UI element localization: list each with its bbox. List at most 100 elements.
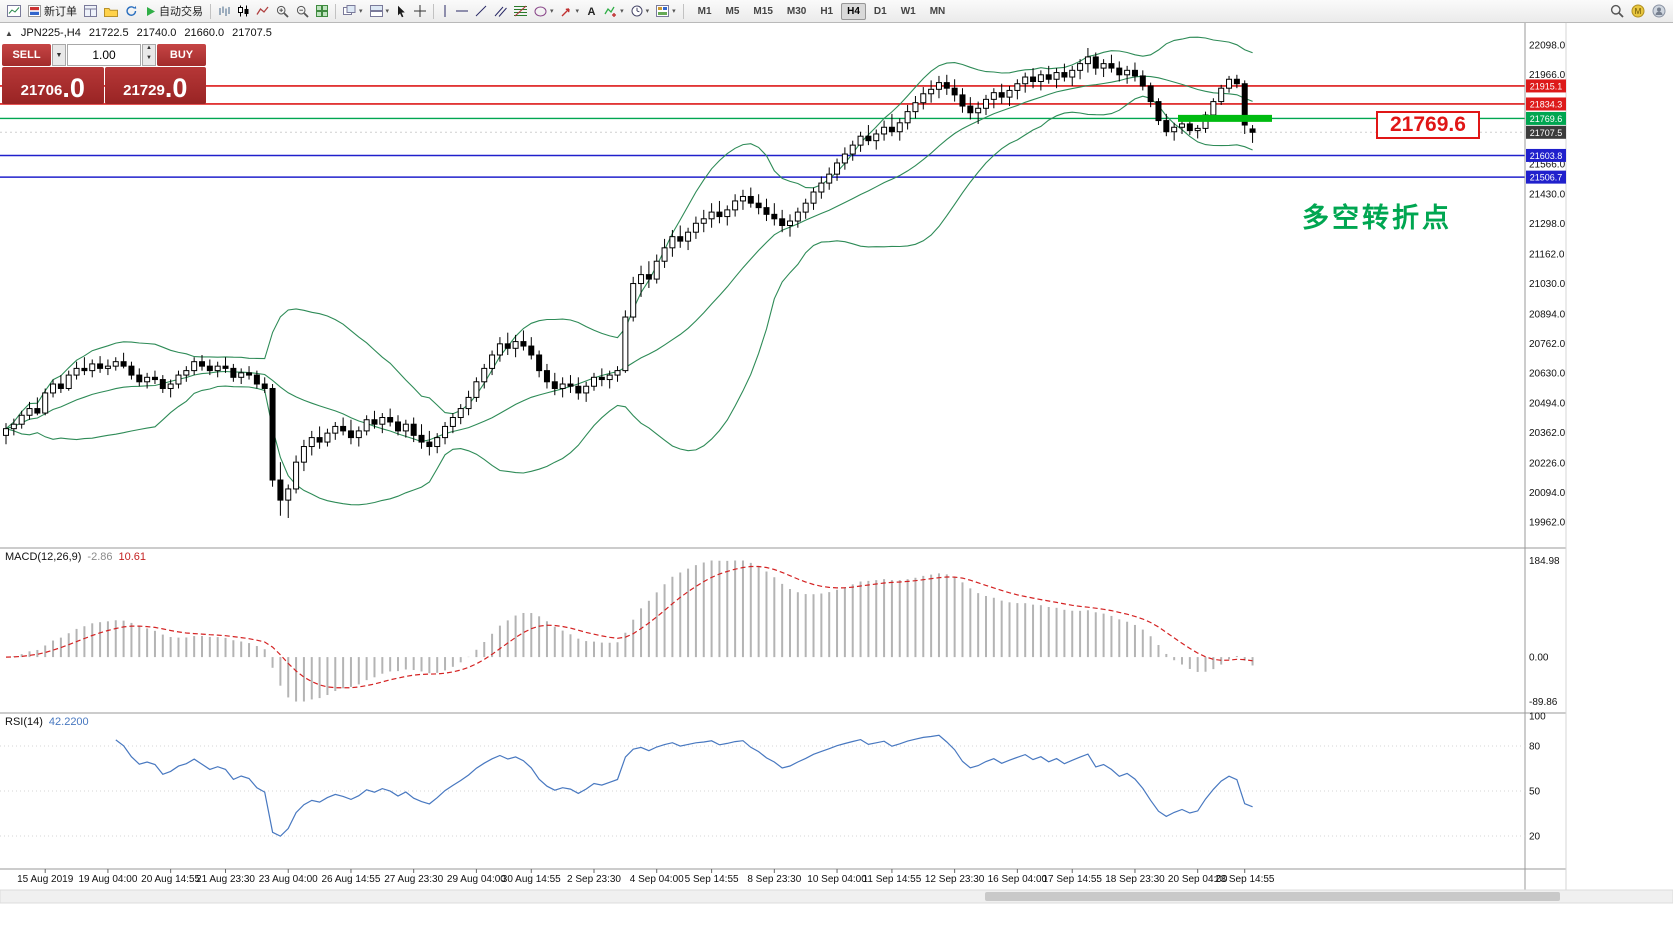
line-chart-mode-button[interactable] <box>253 1 272 21</box>
search-icon <box>1610 4 1624 18</box>
tile-windows-button[interactable] <box>313 1 331 21</box>
dropdown-arrow-icon[interactable]: ▾ <box>645 8 650 15</box>
price-tick: 19962.0 <box>1529 517 1566 528</box>
search-button[interactable] <box>1607 1 1627 21</box>
macd-scale[interactable]: 184.98 0.00 -89.86 <box>1529 556 1560 708</box>
horizontal-level-lines[interactable] <box>0 85 1525 178</box>
timeframe-d1-button[interactable]: D1 <box>873 5 887 17</box>
timeframe-switcher: M1 M5 M15 M30 H1 H4 D1 W1 MN <box>691 2 953 20</box>
price-tick: 20630.0 <box>1529 368 1566 379</box>
toolbar: 新订单 自动交易 ▾ ▾ ▾ ▾ A ▾ ▾ ▾ M1 M5 M15 M30 H1 H4 D1 W1 MN M <box>0 0 1673 23</box>
periods-button[interactable]: ▾ <box>628 1 653 21</box>
refresh-button[interactable] <box>122 1 141 21</box>
cursor-icon <box>396 5 407 18</box>
rsi-scale[interactable]: 100 80 50 20 <box>1529 712 1546 843</box>
candle-chart-mode-icon <box>237 5 249 17</box>
templates-button[interactable]: ▾ <box>653 1 679 21</box>
price-tick: 21966.0 <box>1529 70 1566 81</box>
shapes-button[interactable]: ▾ <box>531 1 557 21</box>
price-tag-21506.7 <box>1526 170 1566 184</box>
time-tick-label: 23 Sep 14:55 <box>1215 874 1275 885</box>
time-tick-label: 29 Aug 04:00 <box>447 874 506 885</box>
timeframe-h4-button[interactable]: H4 <box>841 2 866 20</box>
cascade-windows-icon <box>343 5 356 17</box>
rsi-indicator-label: RSI(14) 42.2200 <box>5 716 89 728</box>
account-icon <box>1652 4 1666 18</box>
vertical-line-button[interactable] <box>438 1 452 21</box>
time-tick-label: 12 Sep 23:30 <box>925 874 985 885</box>
fibonacci-retracement-button[interactable] <box>511 1 530 21</box>
price-scale[interactable]: 22098.021966.021834.021702.021566.021430… <box>1529 41 1566 529</box>
price-tag-21915.1 <box>1526 79 1566 93</box>
price-tag-text: 21506.7 <box>1530 173 1563 183</box>
equidistant-channel-button[interactable] <box>491 1 510 21</box>
timeframe-h1-button[interactable]: H1 <box>820 5 834 17</box>
dropdown-arrow-icon[interactable]: ▾ <box>575 8 580 15</box>
text-label-button[interactable]: A <box>583 1 600 21</box>
templates-icon <box>656 5 670 17</box>
collapse-icon[interactable]: ▲ <box>5 28 13 38</box>
arrows-button[interactable]: ▾ <box>558 1 583 21</box>
price-tag-21769.6 <box>1526 111 1566 125</box>
timeframe-m30-button[interactable]: M30 <box>786 5 807 17</box>
macd-tick: 0.00 <box>1529 653 1549 664</box>
crosshair-icon <box>414 5 427 17</box>
timeframe-m15-button[interactable]: M15 <box>753 5 773 17</box>
dropdown-arrow-icon[interactable]: ▾ <box>620 8 624 15</box>
sell-price-panel[interactable]: 21706 .0 <box>2 67 104 104</box>
new-chart-button[interactable] <box>4 1 24 21</box>
horizontal-line-button[interactable] <box>453 1 471 21</box>
indicators-button[interactable]: ▾ <box>601 1 627 21</box>
buy-button[interactable]: BUY <box>157 44 206 66</box>
community-button[interactable]: M <box>1628 1 1648 21</box>
rsi-tick: 100 <box>1529 712 1546 723</box>
volume-up-icon[interactable]: ▲ <box>146 45 152 51</box>
zoom-out-button[interactable] <box>293 1 312 21</box>
timeframe-m1-button[interactable]: M1 <box>697 5 712 17</box>
time-tick-label: 20 Aug 14:55 <box>141 874 200 885</box>
toolbar-separator <box>433 3 435 19</box>
macd-histogram <box>12 560 1254 702</box>
volume-input[interactable]: 1.00 <box>67 44 141 66</box>
new-order-button[interactable]: 新订单 <box>25 1 80 21</box>
cursor-button[interactable] <box>393 1 410 21</box>
price-callout-text[interactable]: 21769.6 <box>1376 111 1480 139</box>
dropdown-arrow-icon[interactable]: ▾ <box>359 8 363 15</box>
h-scrollbar-thumb[interactable] <box>985 892 1560 901</box>
timeframe-mn-button[interactable]: MN <box>929 5 946 17</box>
cascade-windows-button[interactable]: ▾ <box>340 1 366 21</box>
volume-down-icon[interactable]: ▼ <box>146 55 152 61</box>
dropdown-arrow-icon[interactable]: ▾ <box>385 8 390 15</box>
price-tags: 21915.1 21834.3 21769.6 21603.8 21506.7 21707… <box>1526 79 1566 184</box>
sell-button[interactable]: SELL <box>2 44 51 66</box>
buy-price-panel[interactable]: 21729 .0 <box>104 67 206 104</box>
new-chart-icon <box>7 5 21 17</box>
turning-point-label[interactable]: 多空转折点 <box>1302 203 1452 233</box>
volume-dropdown-icon[interactable]: ▼ <box>52 44 66 66</box>
trendline-button[interactable] <box>472 1 490 21</box>
rsi-tick: 20 <box>1529 832 1541 843</box>
dropdown-arrow-icon[interactable]: ▾ <box>550 8 554 15</box>
profiles-button[interactable] <box>101 1 121 21</box>
bar-chart-mode-button[interactable] <box>215 1 233 21</box>
autotrading-button[interactable]: 自动交易 <box>142 1 206 21</box>
refresh-icon <box>125 5 138 17</box>
volume-stepper[interactable]: ▲ ▼ <box>142 44 156 66</box>
crosshair-button[interactable] <box>411 1 429 21</box>
shapes-icon <box>534 6 547 17</box>
chart-windows-button[interactable] <box>81 1 100 21</box>
account-button[interactable] <box>1649 1 1669 21</box>
zoom-in-button[interactable] <box>273 1 292 21</box>
dropdown-arrow-icon[interactable]: ▾ <box>672 8 676 15</box>
candle-chart-mode-button[interactable] <box>234 1 252 21</box>
indicators-icon <box>604 5 617 17</box>
time-tick-label: 2 Sep 23:30 <box>567 874 621 885</box>
timeframe-m5-button[interactable]: M5 <box>725 5 740 17</box>
price-tag-text: 21707.5 <box>1530 128 1563 138</box>
timeframe-w1-button[interactable]: W1 <box>900 5 916 17</box>
arrange-windows-button[interactable]: ▾ <box>367 1 393 21</box>
